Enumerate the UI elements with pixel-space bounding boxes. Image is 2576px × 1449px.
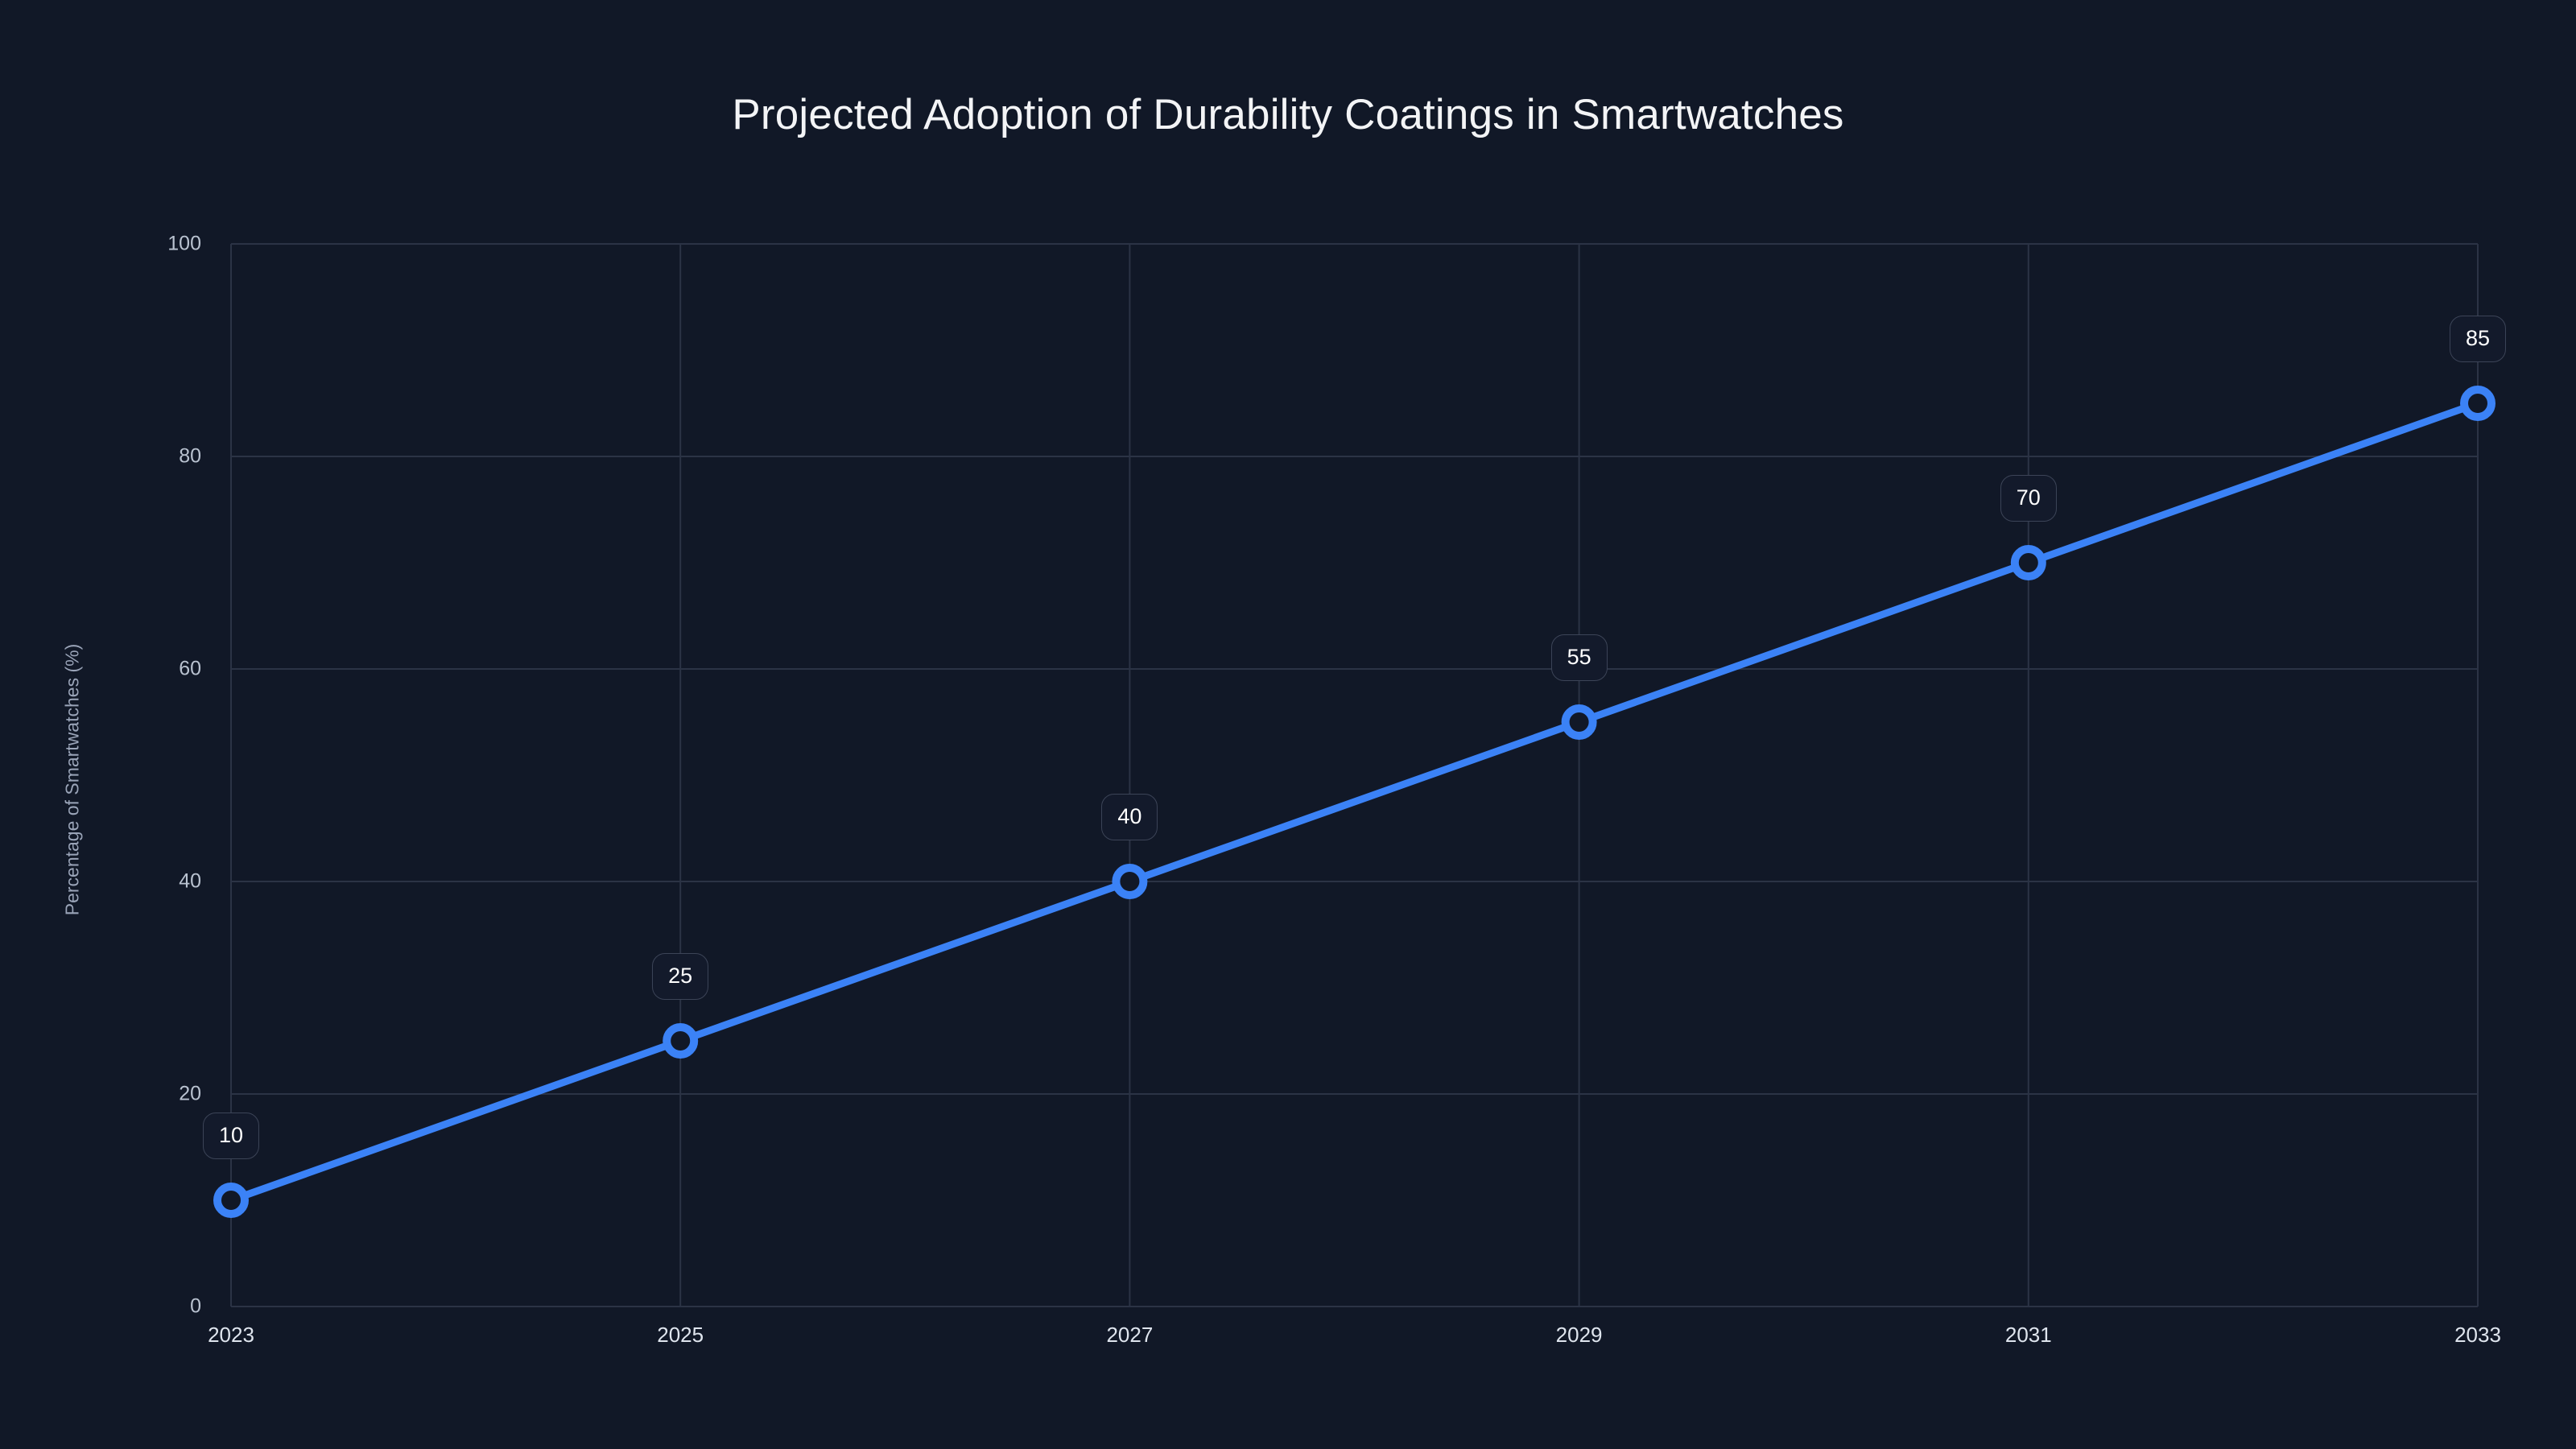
grid-lines: [230, 243, 2479, 1307]
x-tick-label: 2023: [208, 1323, 254, 1347]
chart-title: Projected Adoption of Durability Coating…: [732, 91, 1844, 138]
x-tick-label: 2025: [657, 1323, 704, 1347]
data-point-marker[interactable]: [213, 1183, 249, 1218]
data-point-label: 40: [1101, 794, 1158, 840]
y-tick-label: 0: [190, 1294, 201, 1318]
y-tick-label: 40: [179, 869, 201, 893]
data-line: [227, 399, 2482, 1204]
x-tick-label: 2033: [2454, 1323, 2501, 1347]
data-point-marker[interactable]: [1561, 704, 1597, 740]
y-tick-label: 80: [179, 444, 201, 468]
data-point-label: 10: [202, 1113, 260, 1159]
data-markers: [213, 386, 2496, 1218]
data-point-label: 85: [2449, 316, 2507, 362]
data-point-label: 25: [652, 953, 709, 1000]
data-point-label: 55: [1550, 634, 1608, 681]
data-point-marker[interactable]: [2010, 545, 2046, 580]
y-tick-label: 60: [179, 657, 201, 680]
x-tick-label: 2027: [1106, 1323, 1154, 1347]
x-tick-label: 2031: [2004, 1323, 2052, 1347]
data-point-marker[interactable]: [2460, 386, 2496, 421]
y-tick-label: 20: [179, 1082, 201, 1105]
y-tick-label: 100: [167, 232, 201, 255]
x-tick-label: 2029: [1555, 1323, 1603, 1347]
data-point-label: 70: [2000, 475, 2057, 522]
data-point-marker[interactable]: [1112, 864, 1148, 899]
data-point-marker[interactable]: [663, 1023, 699, 1059]
